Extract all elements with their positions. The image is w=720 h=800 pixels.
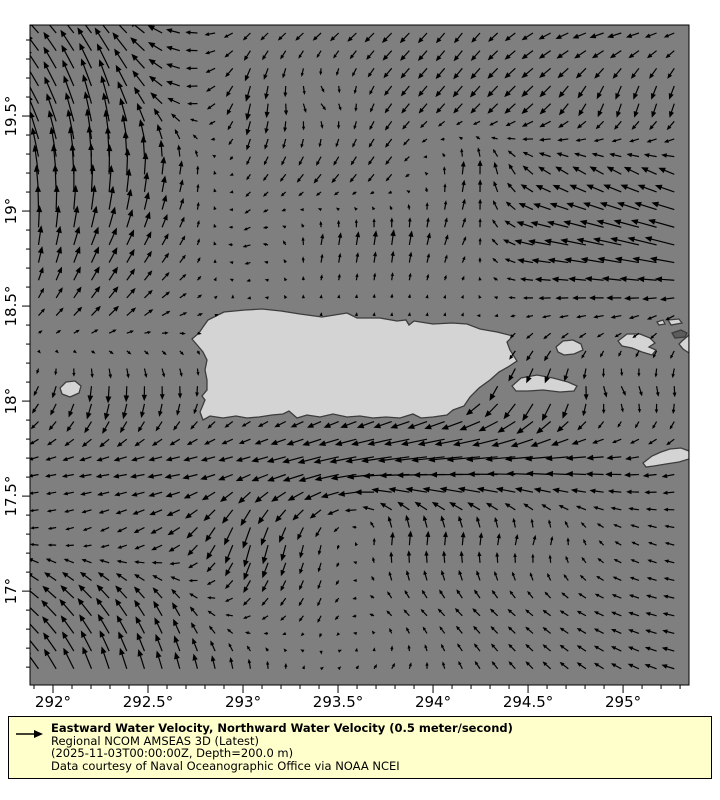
legend-credit: Data courtesy of Naval Oceanographic Off… — [51, 758, 400, 773]
x-tick-label: 293.5° — [313, 693, 363, 711]
y-tick-label: 18° — [2, 388, 20, 415]
land-islet-a — [655, 319, 666, 326]
y-tick-label: 17.5° — [2, 476, 20, 517]
x-tick-label: 295° — [605, 693, 641, 711]
x-tick-label: 294° — [415, 693, 451, 711]
reference-arrow-icon — [16, 730, 43, 738]
legend-dataset: Regional NCOM AMSEAS 3D (Latest) — [51, 733, 260, 748]
legend-time-depth: (2025-11-03T00:00:00Z, Depth=200.0 m) — [51, 746, 294, 761]
x-tick-label: 294.5° — [503, 693, 553, 711]
quiver-plot-canvas: 292° 292.5° 293° 293.5° 294° 294.5° 295° 19.5° 1… — [2, 24, 690, 711]
y-tick-label: 19.5° — [2, 96, 20, 137]
x-tick-label: 292.5° — [123, 693, 173, 711]
land-mona-island — [59, 380, 82, 398]
y-tick-label: 18.5° — [2, 286, 20, 327]
x-tick-label: 293° — [225, 693, 261, 711]
plot-border — [29, 24, 690, 686]
land-puerto-rico — [191, 308, 518, 421]
land-virgin-gorda-edge — [678, 334, 689, 354]
legend-title: Eastward Water Velocity, Northward Water… — [51, 721, 513, 735]
x-tick-label: 292° — [35, 693, 71, 711]
legend-box: Eastward Water Velocity, Northward Water… — [8, 716, 712, 779]
land-layer — [59, 308, 689, 468]
velocity-arrow-field — [30, 25, 677, 671]
axes-ticks: 292° 292.5° 293° 293.5° 294° 294.5° 295° 19.5° 1… — [2, 39, 681, 711]
land-st-croix — [642, 447, 689, 468]
land-islet-b — [666, 318, 684, 326]
y-tick-label: 17° — [2, 578, 20, 605]
land-culebra — [555, 339, 584, 356]
land-islet-dark — [671, 329, 688, 339]
y-tick-label: 19° — [2, 198, 20, 225]
legend-text-block: Eastward Water Velocity, Northward Water… — [51, 722, 513, 772]
